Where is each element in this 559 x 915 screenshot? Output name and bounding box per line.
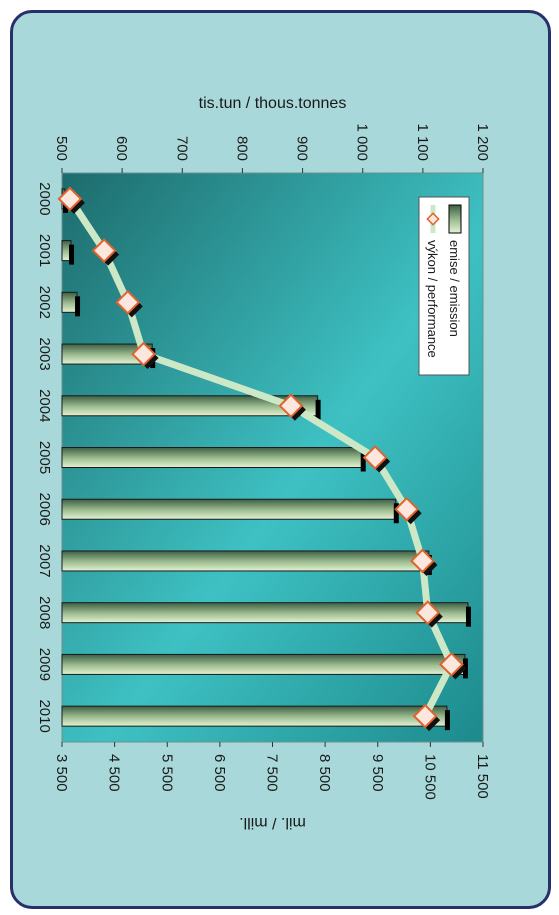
right-tick-label: 11 500 [474, 754, 491, 799]
x-tick-label: 2000 [36, 182, 53, 215]
legend-box [418, 196, 470, 376]
legend: emise / emission výkon / performance [418, 196, 470, 376]
left-tick-label: 1 100 [414, 123, 431, 161]
left-tick-label: 1 000 [354, 123, 371, 161]
x-tick-label: 2006 [36, 493, 53, 526]
x-tick-label: 2002 [36, 286, 53, 319]
legend-emission-label: emise / emission [447, 240, 462, 337]
left-tick-label: 900 [294, 136, 311, 161]
bar-emission-2002 [61, 291, 78, 313]
marker-performance-2000 [57, 186, 83, 212]
right-tick-label: 9 500 [369, 754, 386, 792]
marker-performance-2003 [131, 341, 156, 367]
bar-shadow [444, 710, 450, 731]
marker-performance-2008 [415, 600, 441, 626]
marker-performance-2006 [394, 496, 420, 522]
right-tick-label: 4 500 [106, 754, 123, 792]
x-tick-label: 2007 [36, 544, 53, 577]
x-tick-label: 2010 [36, 699, 53, 732]
legend-performance-label: výkon / performance [425, 240, 440, 358]
marker-performance-2001 [91, 238, 117, 264]
right-tick-label: 3 500 [53, 754, 70, 792]
bar-emission-2007 [61, 550, 430, 572]
marker-performance-2009 [439, 651, 464, 677]
marker-performance-2007 [410, 548, 435, 574]
x-tick-label: 2003 [36, 337, 53, 370]
right-tick-label: 5 500 [158, 754, 175, 792]
legend-bar-swatch [448, 204, 462, 234]
marker-performance-2005 [362, 445, 388, 470]
bar-emission-2005 [61, 447, 364, 468]
x-tick-label: 2004 [36, 389, 53, 422]
bar-shadow [315, 399, 321, 420]
bar-emission-2009 [61, 653, 466, 675]
left-tick-label: 500 [53, 136, 70, 161]
left-tick-label: 600 [113, 136, 130, 161]
x-tick-label: 2008 [36, 596, 53, 629]
left-tick-label: 700 [173, 136, 190, 161]
right-axis-title: mil. / mill. [239, 814, 306, 831]
x-tick-label: 2005 [36, 441, 53, 474]
marker-performance-2004 [278, 393, 304, 419]
bar-emission-2008 [61, 602, 469, 624]
left-tick-label: 800 [233, 136, 250, 161]
right-tick-label: 6 500 [211, 754, 228, 792]
bar-shadow [465, 606, 471, 627]
left-tick-label: 1 200 [474, 123, 491, 161]
right-tick-label: 8 500 [316, 754, 333, 792]
marker-performance-2002 [115, 289, 141, 315]
x-tick-label: 2009 [36, 648, 53, 681]
bar-emission-2010 [61, 705, 448, 727]
bar-emission-2006 [61, 498, 397, 520]
left-axis-title: tis.tun / thous.tonnes [199, 95, 347, 112]
x-tick-label: 2001 [36, 234, 53, 267]
right-tick-label: 7 500 [264, 754, 281, 792]
right-tick-label: 10 500 [421, 754, 438, 800]
legend-marker-icon [426, 212, 440, 226]
marker-performance-2010 [412, 703, 438, 729]
bar-shadow [75, 296, 81, 317]
bar-shadow [69, 244, 75, 265]
